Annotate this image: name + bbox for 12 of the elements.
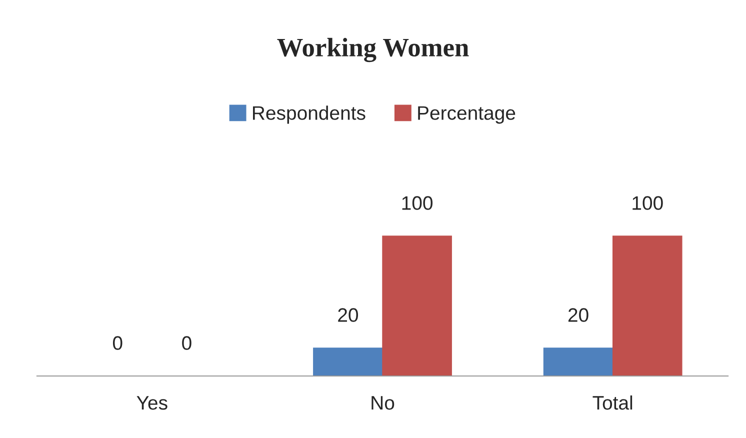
data-label: 100 <box>402 196 433 210</box>
x-tick-label: No <box>372 396 394 410</box>
x-tick-label: Yes <box>136 396 168 410</box>
legend-label: Respondents <box>253 106 366 124</box>
x-tick-label: Total <box>592 395 632 410</box>
data-label: 100 <box>632 196 663 210</box>
data-label: 20 <box>568 308 588 322</box>
data-label: 0 <box>182 336 192 350</box>
legend-label: Percentage <box>418 106 516 124</box>
chart-title: Working Women <box>277 38 469 62</box>
data-label: 0 <box>112 336 122 350</box>
data-label: 20 <box>338 308 358 322</box>
